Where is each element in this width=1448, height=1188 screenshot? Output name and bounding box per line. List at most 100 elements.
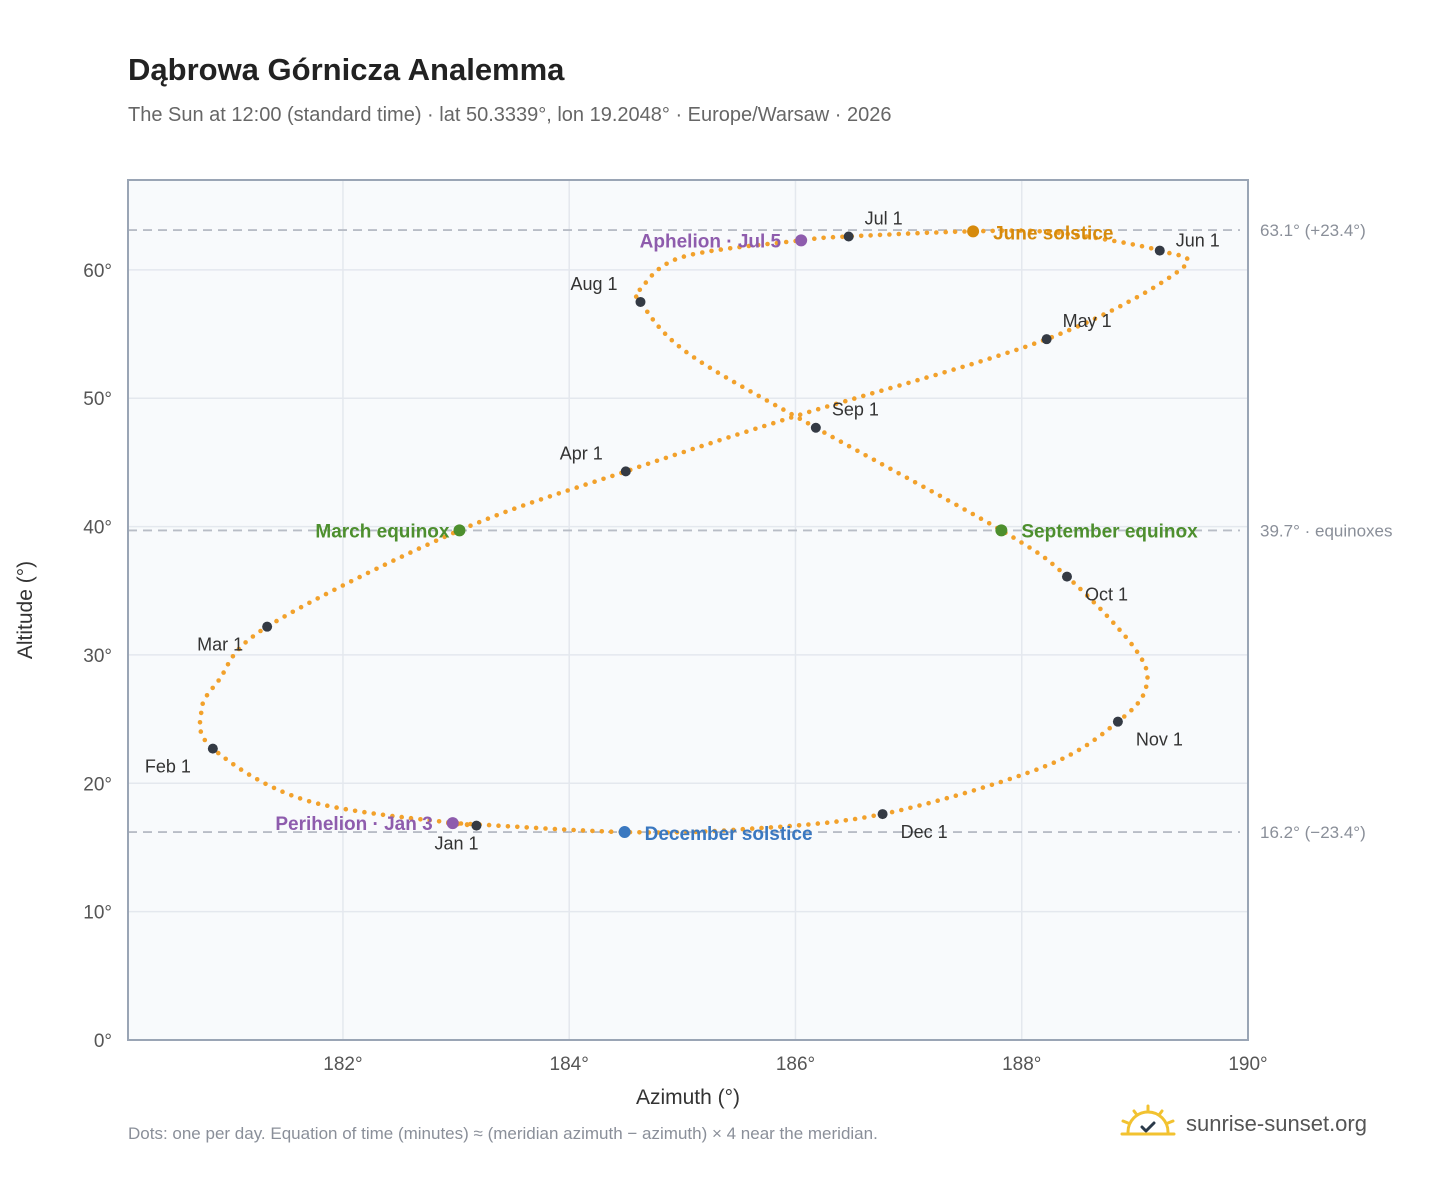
daily-dot bbox=[258, 628, 263, 634]
daily-dot bbox=[756, 393, 761, 399]
daily-dot bbox=[721, 828, 727, 833]
daily-dot bbox=[425, 542, 430, 547]
daily-dot bbox=[954, 502, 959, 508]
daily-dot bbox=[210, 685, 215, 691]
reference-line-label: 16.2° (−23.4°) bbox=[1260, 823, 1366, 842]
daily-dot bbox=[1107, 725, 1112, 731]
daily-dot bbox=[1034, 767, 1039, 772]
daily-dot bbox=[1042, 764, 1048, 769]
daily-dot bbox=[815, 821, 821, 826]
daily-dot bbox=[1042, 555, 1048, 561]
daily-dot bbox=[633, 294, 639, 299]
daily-dot bbox=[838, 439, 844, 445]
daily-dot bbox=[846, 443, 852, 449]
daily-dot bbox=[561, 827, 567, 832]
daily-dot bbox=[870, 391, 875, 396]
month-marker bbox=[635, 296, 646, 307]
daily-dot bbox=[1176, 252, 1181, 258]
daily-dot bbox=[744, 429, 749, 435]
daily-dot bbox=[921, 484, 926, 490]
daily-dot bbox=[772, 402, 778, 408]
daily-dot bbox=[746, 243, 752, 249]
daily-dot bbox=[1142, 290, 1148, 296]
plot-frame bbox=[127, 179, 1249, 1041]
daily-dot bbox=[1122, 714, 1127, 719]
daily-dot bbox=[238, 767, 244, 772]
daily-dot bbox=[1014, 347, 1019, 353]
month-marker bbox=[1112, 716, 1123, 727]
daily-dot bbox=[1118, 303, 1123, 309]
daily-dot bbox=[1092, 316, 1098, 322]
daily-dot bbox=[951, 367, 956, 372]
daily-dot bbox=[868, 233, 873, 238]
daily-dot bbox=[1074, 232, 1080, 238]
daily-dot bbox=[529, 500, 535, 505]
daily-dot bbox=[494, 513, 500, 518]
daily-dot bbox=[821, 235, 826, 241]
month-marker bbox=[620, 466, 631, 477]
daily-dot bbox=[755, 242, 761, 248]
daily-dot bbox=[693, 829, 699, 835]
daily-dot bbox=[723, 375, 729, 380]
daily-dot bbox=[646, 830, 652, 835]
daily-dot bbox=[855, 448, 860, 454]
daily-dot bbox=[904, 475, 910, 481]
event-marker bbox=[453, 524, 466, 537]
daily-dot bbox=[323, 591, 329, 597]
daily-dot bbox=[637, 287, 643, 293]
event-marker bbox=[446, 817, 459, 830]
daily-dot bbox=[221, 670, 226, 675]
daily-dot bbox=[1084, 320, 1089, 325]
daily-dot bbox=[987, 356, 992, 361]
daily-dot bbox=[1071, 580, 1076, 585]
chart-title: Dąbrowa Górnicza Analemma bbox=[128, 52, 565, 87]
daily-dot bbox=[753, 426, 758, 432]
daily-dot bbox=[789, 411, 794, 417]
daily-dot bbox=[998, 779, 1004, 785]
daily-dot bbox=[1060, 756, 1065, 762]
daily-dot bbox=[1148, 246, 1154, 251]
month-label: Apr 1 bbox=[560, 443, 603, 463]
daily-dot bbox=[929, 489, 934, 494]
daily-dot bbox=[552, 826, 558, 832]
daily-dot bbox=[556, 491, 562, 496]
daily-dot bbox=[707, 365, 713, 371]
daily-dot bbox=[676, 344, 682, 349]
daily-dot bbox=[1091, 599, 1097, 605]
daily-dot bbox=[503, 509, 508, 515]
daily-dot bbox=[1018, 228, 1024, 233]
daily-dot bbox=[515, 824, 520, 830]
brand-logo[interactable]: sunrise-sunset.org bbox=[1120, 1104, 1367, 1144]
daily-dot bbox=[315, 596, 321, 601]
daily-dot bbox=[656, 266, 662, 272]
daily-dot bbox=[1027, 545, 1032, 550]
daily-dot bbox=[945, 498, 951, 503]
daily-dot bbox=[759, 825, 764, 831]
daily-dot bbox=[654, 458, 660, 464]
month-label: Nov 1 bbox=[1136, 730, 1183, 750]
daily-dot bbox=[636, 464, 642, 470]
daily-dots bbox=[197, 228, 1190, 835]
daily-dot bbox=[702, 829, 708, 834]
daily-dot bbox=[996, 353, 1001, 359]
daily-dot bbox=[796, 823, 802, 828]
daily-dot bbox=[1011, 535, 1016, 540]
daily-dot bbox=[915, 377, 920, 383]
daily-dot bbox=[1019, 540, 1024, 545]
daily-dot bbox=[468, 523, 473, 528]
daily-dot bbox=[231, 762, 236, 767]
daily-dot bbox=[1066, 327, 1072, 333]
daily-dot bbox=[399, 814, 405, 820]
daily-dot bbox=[464, 822, 470, 828]
daily-dot bbox=[970, 511, 976, 517]
daily-dot bbox=[1098, 606, 1103, 612]
daily-dot bbox=[643, 280, 649, 285]
daily-dot bbox=[917, 803, 922, 808]
daily-dot bbox=[715, 370, 721, 375]
daily-dot bbox=[731, 379, 737, 385]
daily-dot bbox=[662, 331, 668, 337]
daily-dot bbox=[852, 816, 858, 822]
daily-dot bbox=[981, 228, 986, 234]
daily-dot bbox=[1145, 675, 1150, 680]
daily-dot bbox=[1123, 634, 1128, 640]
